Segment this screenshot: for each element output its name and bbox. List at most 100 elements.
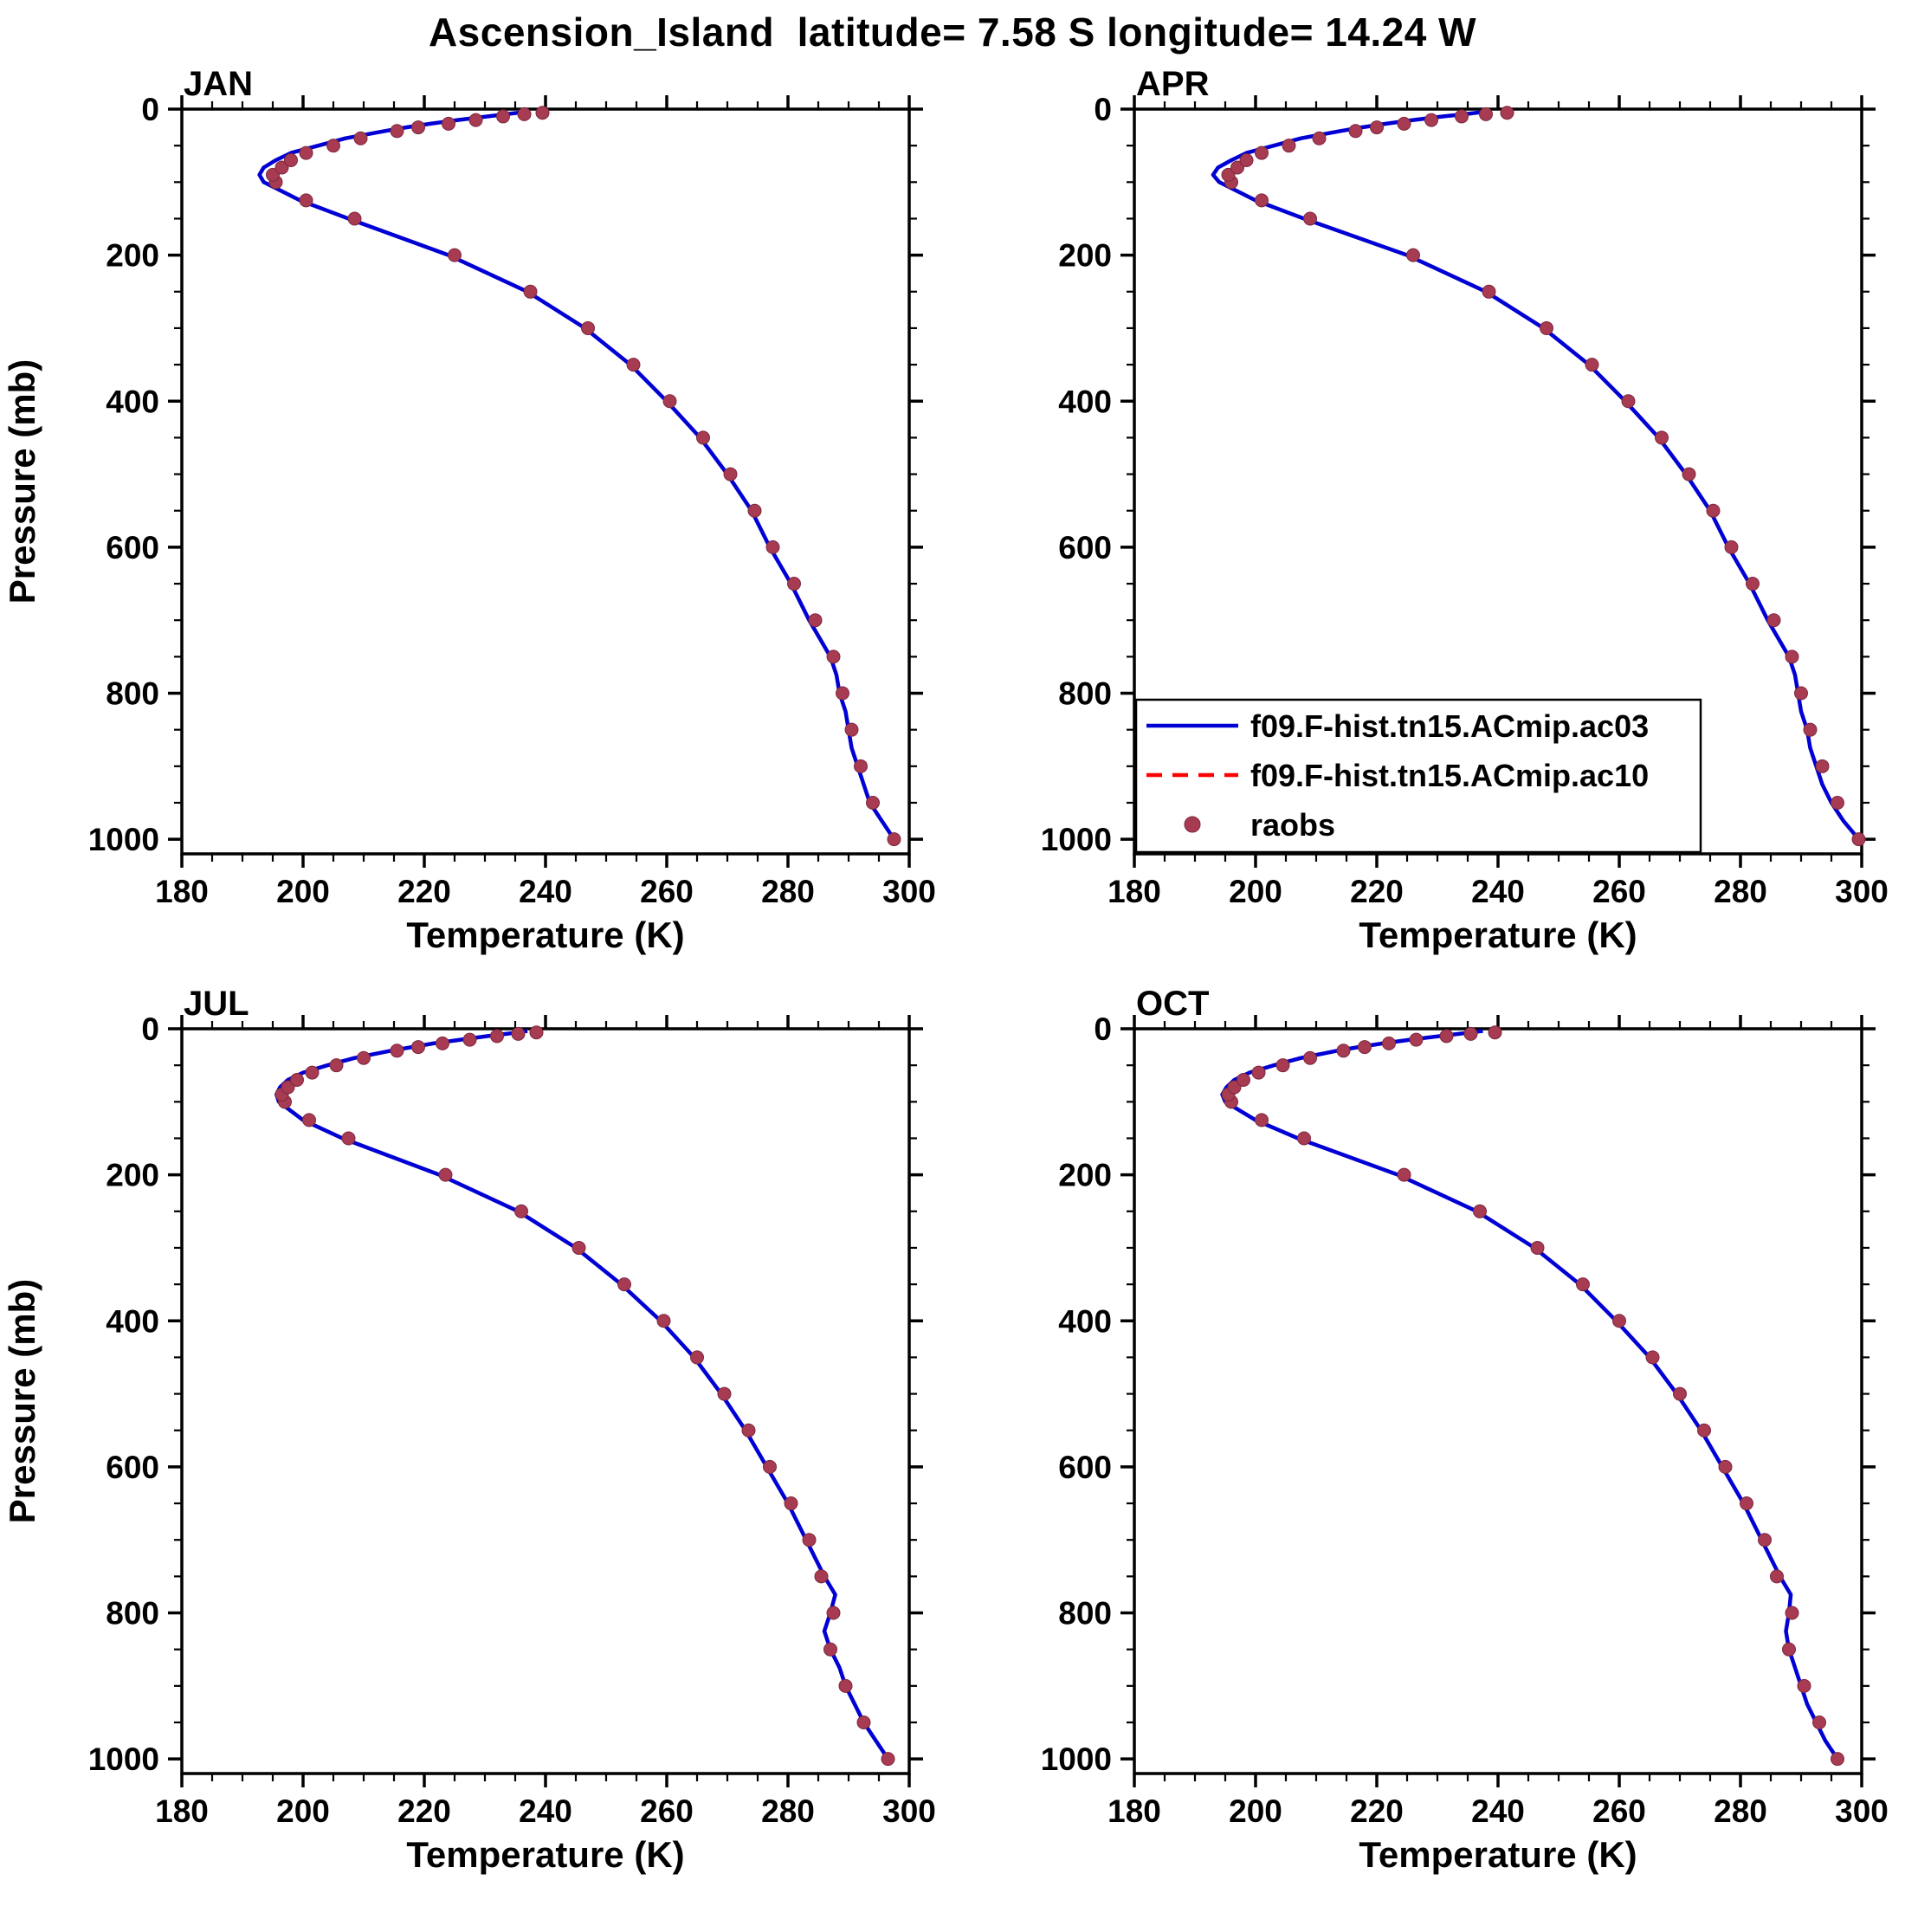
raobs-point bbox=[1455, 109, 1469, 124]
x-tick-label: 260 bbox=[1592, 1793, 1646, 1829]
panel-jul: 180 200 220 240 260 280 300 0 200 400 600 800 1000 JU… bbox=[0, 980, 953, 1900]
figure-title: Ascension_Island latitude= 7.58 S longit… bbox=[428, 10, 1477, 55]
y-tick-label: 1000 bbox=[88, 1741, 159, 1777]
raobs-point bbox=[490, 1029, 504, 1044]
y-tick-label: 0 bbox=[1094, 1011, 1112, 1047]
raobs-point bbox=[765, 540, 780, 554]
y-tick-label: 0 bbox=[141, 1011, 159, 1047]
raobs-point bbox=[784, 1496, 798, 1511]
raobs-point bbox=[1424, 113, 1438, 127]
y-tick-label: 400 bbox=[106, 384, 159, 419]
plot-jul: 180 200 220 240 260 280 300 0 200 400 600 800 1000 JU… bbox=[2, 985, 936, 1875]
y-tick-label: 1000 bbox=[1041, 822, 1112, 857]
raobs-point bbox=[448, 248, 462, 262]
x-tick-label: 240 bbox=[1471, 874, 1525, 909]
raobs-point bbox=[462, 1032, 477, 1047]
raobs-point bbox=[814, 1569, 829, 1584]
raobs-point bbox=[1303, 1050, 1317, 1065]
raobs-point bbox=[826, 649, 841, 664]
raobs-point bbox=[1673, 1386, 1687, 1401]
raobs-point bbox=[1282, 139, 1296, 153]
x-tick-label: 280 bbox=[1714, 1793, 1767, 1829]
raobs-point bbox=[617, 1277, 631, 1292]
raobs-point bbox=[302, 1113, 316, 1128]
raobs-point bbox=[787, 577, 801, 591]
raobs-point bbox=[1500, 106, 1514, 120]
y-tick-label: 600 bbox=[1058, 530, 1112, 565]
raobs-point bbox=[1766, 613, 1781, 628]
raobs-point bbox=[341, 1131, 356, 1146]
raobs-point bbox=[442, 116, 455, 131]
raobs-point bbox=[1612, 1314, 1626, 1328]
x-tick-label: 180 bbox=[155, 1793, 209, 1829]
raobs-point bbox=[1794, 686, 1808, 701]
raobs-point bbox=[1540, 320, 1553, 335]
y-tick-label: 800 bbox=[1058, 676, 1112, 712]
y-tick-label: 600 bbox=[106, 530, 159, 565]
raobs-point bbox=[881, 1752, 895, 1767]
panel-month-label: JUL bbox=[184, 985, 249, 1023]
raobs-point bbox=[1275, 1058, 1290, 1073]
x-tick-label: 220 bbox=[397, 874, 451, 909]
x-tick-label: 240 bbox=[1471, 1793, 1525, 1829]
raobs-point bbox=[1682, 467, 1696, 481]
y-tick-label: 400 bbox=[106, 1303, 159, 1339]
raobs-point bbox=[1348, 124, 1363, 139]
raobs-point bbox=[723, 467, 738, 481]
raobs-point bbox=[390, 124, 404, 139]
raobs-point bbox=[1758, 1533, 1772, 1548]
raobs-point bbox=[1370, 120, 1384, 135]
raobs-point bbox=[572, 1240, 586, 1255]
raobs-point bbox=[1358, 1040, 1372, 1055]
raobs-point bbox=[1785, 649, 1799, 664]
raobs-point bbox=[1439, 1029, 1454, 1044]
raobs-point bbox=[1303, 211, 1317, 226]
y-tick-label: 0 bbox=[141, 92, 159, 127]
raobs-point bbox=[436, 1036, 449, 1050]
raobs-point bbox=[1697, 1423, 1711, 1438]
raobs-point bbox=[1530, 1240, 1545, 1255]
x-axis-title: Temperature (K) bbox=[1359, 1834, 1637, 1875]
raobs-point bbox=[823, 1642, 837, 1657]
raobs-point bbox=[1770, 1569, 1784, 1584]
raobs-point bbox=[1621, 394, 1636, 409]
raobs-points bbox=[274, 1025, 895, 1767]
raobs-point bbox=[1382, 1036, 1396, 1050]
raobs-point bbox=[1785, 1606, 1799, 1620]
panel-oct: 180 200 220 240 260 280 300 0 200 400 600 800 1000 OC… bbox=[953, 980, 1905, 1900]
panel-grid: 180 200 220 240 260 280 300 0 200 400 600 800 1000 JA… bbox=[0, 61, 1905, 1900]
raobs-point bbox=[808, 613, 823, 628]
raobs-point bbox=[1488, 1025, 1502, 1040]
raobs-point bbox=[826, 1606, 841, 1620]
raobs-point bbox=[1482, 284, 1496, 299]
raobs-point bbox=[529, 1025, 544, 1040]
raobs-point bbox=[1645, 1350, 1660, 1365]
raobs-point bbox=[511, 1026, 526, 1041]
y-tick-label: 800 bbox=[1058, 1596, 1112, 1632]
model-line-ac03 bbox=[1220, 1029, 1839, 1761]
raobs-point bbox=[1336, 1044, 1351, 1058]
y-tick-label: 1000 bbox=[88, 822, 159, 857]
raobs-point bbox=[523, 284, 538, 299]
plot-oct: 180 200 220 240 260 280 300 0 200 400 600 800 1000 OC… bbox=[1041, 985, 1889, 1875]
panel-jan: 180 200 220 240 260 280 300 0 200 400 600 800 1000 JA… bbox=[0, 61, 953, 980]
raobs-point bbox=[741, 1423, 756, 1438]
raobs-point bbox=[274, 160, 289, 175]
raobs-point bbox=[802, 1533, 817, 1548]
raobs-point bbox=[763, 1459, 777, 1474]
x-tick-label: 260 bbox=[640, 874, 694, 909]
x-tick-label: 280 bbox=[761, 1793, 815, 1829]
raobs-point bbox=[836, 686, 849, 701]
axis: 180 200 220 240 260 280 300 0 200 400 600 800 1000 bbox=[1041, 1011, 1889, 1829]
raobs-point bbox=[1227, 1080, 1242, 1095]
raobs-point bbox=[866, 795, 880, 810]
raobs-points bbox=[1221, 1025, 1844, 1767]
raobs-point bbox=[1397, 116, 1411, 131]
panel-month-label: JAN bbox=[184, 65, 253, 103]
raobs-point bbox=[326, 139, 340, 153]
raobs-point bbox=[662, 394, 677, 409]
raobs-point bbox=[1297, 1131, 1311, 1146]
raobs-point bbox=[1718, 1459, 1733, 1474]
y-tick-label: 400 bbox=[1058, 1303, 1112, 1339]
